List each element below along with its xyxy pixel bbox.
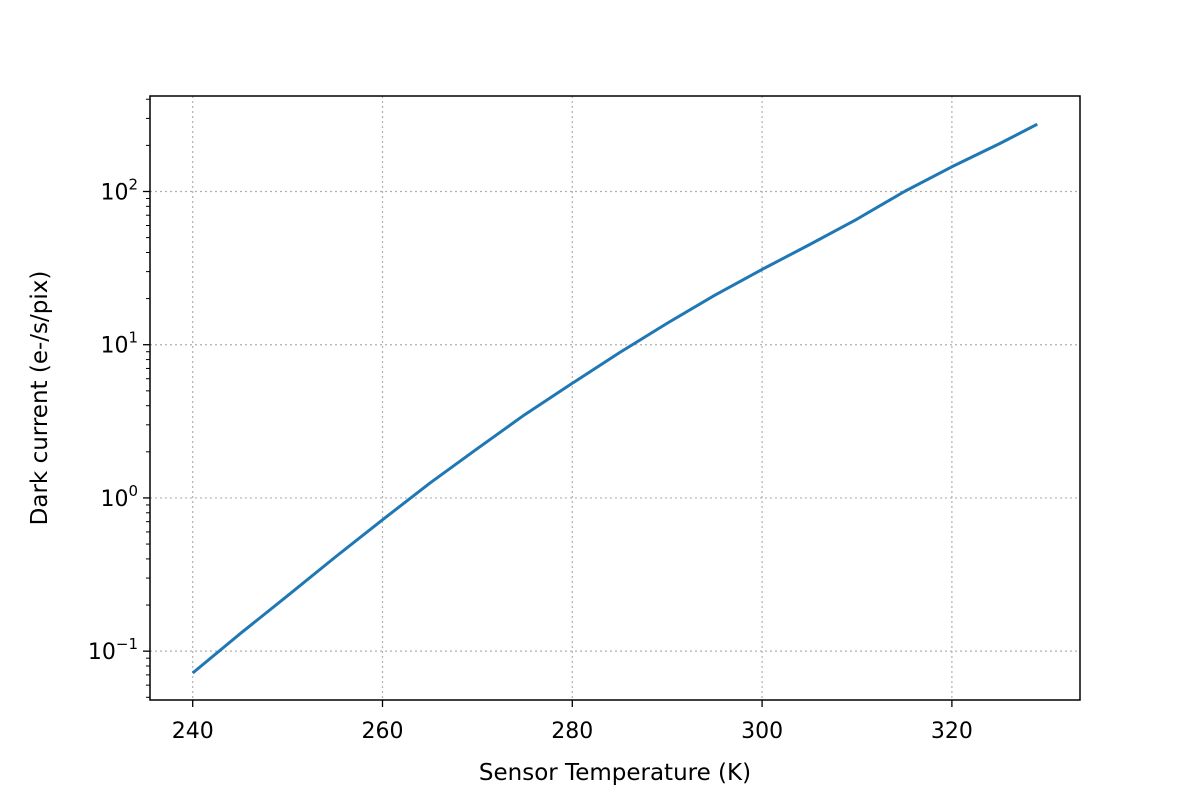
y-tick-label: 102	[100, 175, 138, 205]
y-axis-ticks: 10−1 100 101 102	[88, 175, 150, 665]
y-tick-label: 100	[100, 482, 138, 512]
x-tick-label: 320	[931, 719, 973, 744]
x-tick-label: 260	[362, 719, 404, 744]
series-line	[191, 122, 1038, 675]
x-tick-label: 280	[551, 719, 593, 744]
x-tick-label: 300	[741, 719, 783, 744]
y-tick-label: 10−1	[88, 635, 138, 665]
x-axis-label: Sensor Temperature (K)	[479, 760, 751, 786]
grid	[150, 96, 1080, 700]
x-axis-ticks: 240 260 280 300 320	[172, 700, 973, 744]
plot-frame	[149, 95, 1081, 701]
x-tick-label: 240	[172, 719, 214, 744]
y-tick-label: 101	[100, 329, 138, 359]
series-layer	[191, 122, 1038, 675]
y-axis-label: Dark current (e-/s/pix)	[27, 271, 53, 526]
